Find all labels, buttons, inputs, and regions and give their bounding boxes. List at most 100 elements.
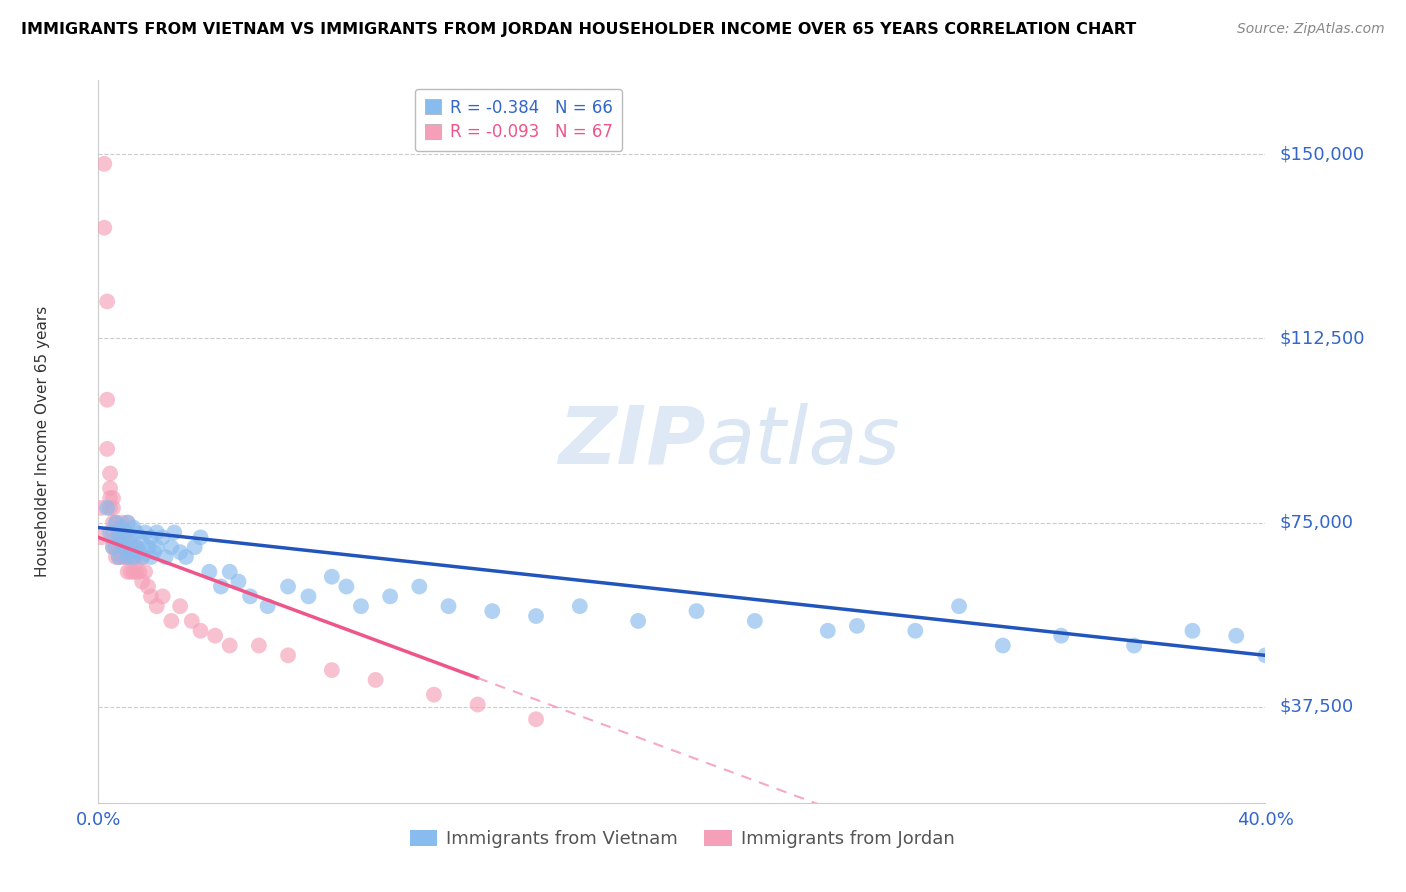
Point: [256, 599, 278, 614]
Point: [114, 530, 136, 544]
Point: [209, 580, 232, 594]
Point: [180, 614, 202, 628]
Point: [114, 540, 136, 554]
Point: [1123, 639, 1146, 653]
Point: [122, 549, 145, 564]
Point: [142, 545, 165, 559]
Point: [134, 525, 156, 540]
Point: [169, 599, 191, 614]
Point: [101, 540, 124, 554]
Point: [101, 491, 124, 505]
Point: [98, 500, 121, 515]
Point: [93, 220, 115, 235]
Point: [98, 481, 121, 495]
Point: [117, 549, 139, 564]
Point: [380, 590, 402, 604]
Point: [146, 525, 169, 540]
Point: [101, 516, 124, 530]
Point: [685, 604, 707, 618]
Point: [228, 574, 250, 589]
Point: [817, 624, 839, 638]
Point: [239, 590, 262, 604]
Point: [111, 535, 134, 549]
Point: [139, 590, 162, 604]
Point: [120, 540, 142, 554]
Point: [98, 525, 121, 540]
Point: [101, 525, 124, 540]
Point: [108, 530, 131, 544]
Point: [183, 540, 205, 554]
Point: [111, 520, 134, 534]
Point: [125, 540, 148, 554]
Point: [524, 712, 547, 726]
Point: [139, 530, 162, 544]
Point: [163, 525, 186, 540]
Point: [128, 565, 150, 579]
Point: [155, 549, 177, 564]
Point: [991, 639, 1014, 653]
Point: [948, 599, 970, 614]
Point: [96, 294, 118, 309]
Point: [437, 599, 460, 614]
Point: [104, 549, 127, 564]
Point: [321, 570, 343, 584]
Point: [96, 442, 118, 456]
Point: [131, 549, 153, 564]
Point: [104, 540, 127, 554]
Text: Householder Income Over 65 years: Householder Income Over 65 years: [35, 306, 49, 577]
Point: [1050, 629, 1073, 643]
Point: [122, 520, 145, 534]
Point: [131, 574, 153, 589]
Point: [125, 525, 148, 540]
Point: [125, 565, 148, 579]
Point: [122, 540, 145, 554]
Point: [218, 565, 240, 579]
Point: [108, 549, 131, 564]
Point: [104, 516, 127, 530]
Point: [134, 565, 156, 579]
Point: [111, 516, 134, 530]
Point: [139, 549, 162, 564]
Point: [108, 530, 131, 544]
Point: [114, 549, 136, 564]
Point: [125, 549, 148, 564]
Point: [128, 545, 150, 559]
Point: [904, 624, 927, 638]
Point: [481, 604, 503, 618]
Point: [114, 525, 136, 540]
Point: [335, 580, 357, 594]
Point: [98, 491, 121, 505]
Text: Source: ZipAtlas.com: Source: ZipAtlas.com: [1237, 22, 1385, 37]
Point: [90, 530, 112, 544]
Point: [190, 624, 212, 638]
Point: [108, 525, 131, 540]
Point: [131, 535, 153, 549]
Point: [108, 540, 131, 554]
Point: [524, 609, 547, 624]
Point: [423, 688, 446, 702]
Point: [111, 530, 134, 544]
Point: [846, 619, 869, 633]
Point: [120, 540, 142, 554]
Point: [104, 516, 127, 530]
Point: [117, 565, 139, 579]
Point: [96, 500, 118, 515]
Point: [101, 540, 124, 554]
Point: [169, 545, 191, 559]
Point: [117, 540, 139, 554]
Point: [364, 673, 387, 687]
Legend: Immigrants from Vietnam, Immigrants from Jordan: Immigrants from Vietnam, Immigrants from…: [402, 822, 962, 855]
Point: [218, 639, 240, 653]
Text: atlas: atlas: [706, 402, 900, 481]
Point: [136, 540, 159, 554]
Point: [125, 540, 148, 554]
Point: [117, 530, 139, 544]
Point: [160, 540, 183, 554]
Point: [174, 549, 197, 564]
Text: ZIP: ZIP: [558, 402, 706, 481]
Point: [146, 599, 169, 614]
Point: [190, 530, 212, 544]
Point: [1181, 624, 1204, 638]
Point: [98, 467, 121, 481]
Text: $37,500: $37,500: [1279, 698, 1354, 716]
